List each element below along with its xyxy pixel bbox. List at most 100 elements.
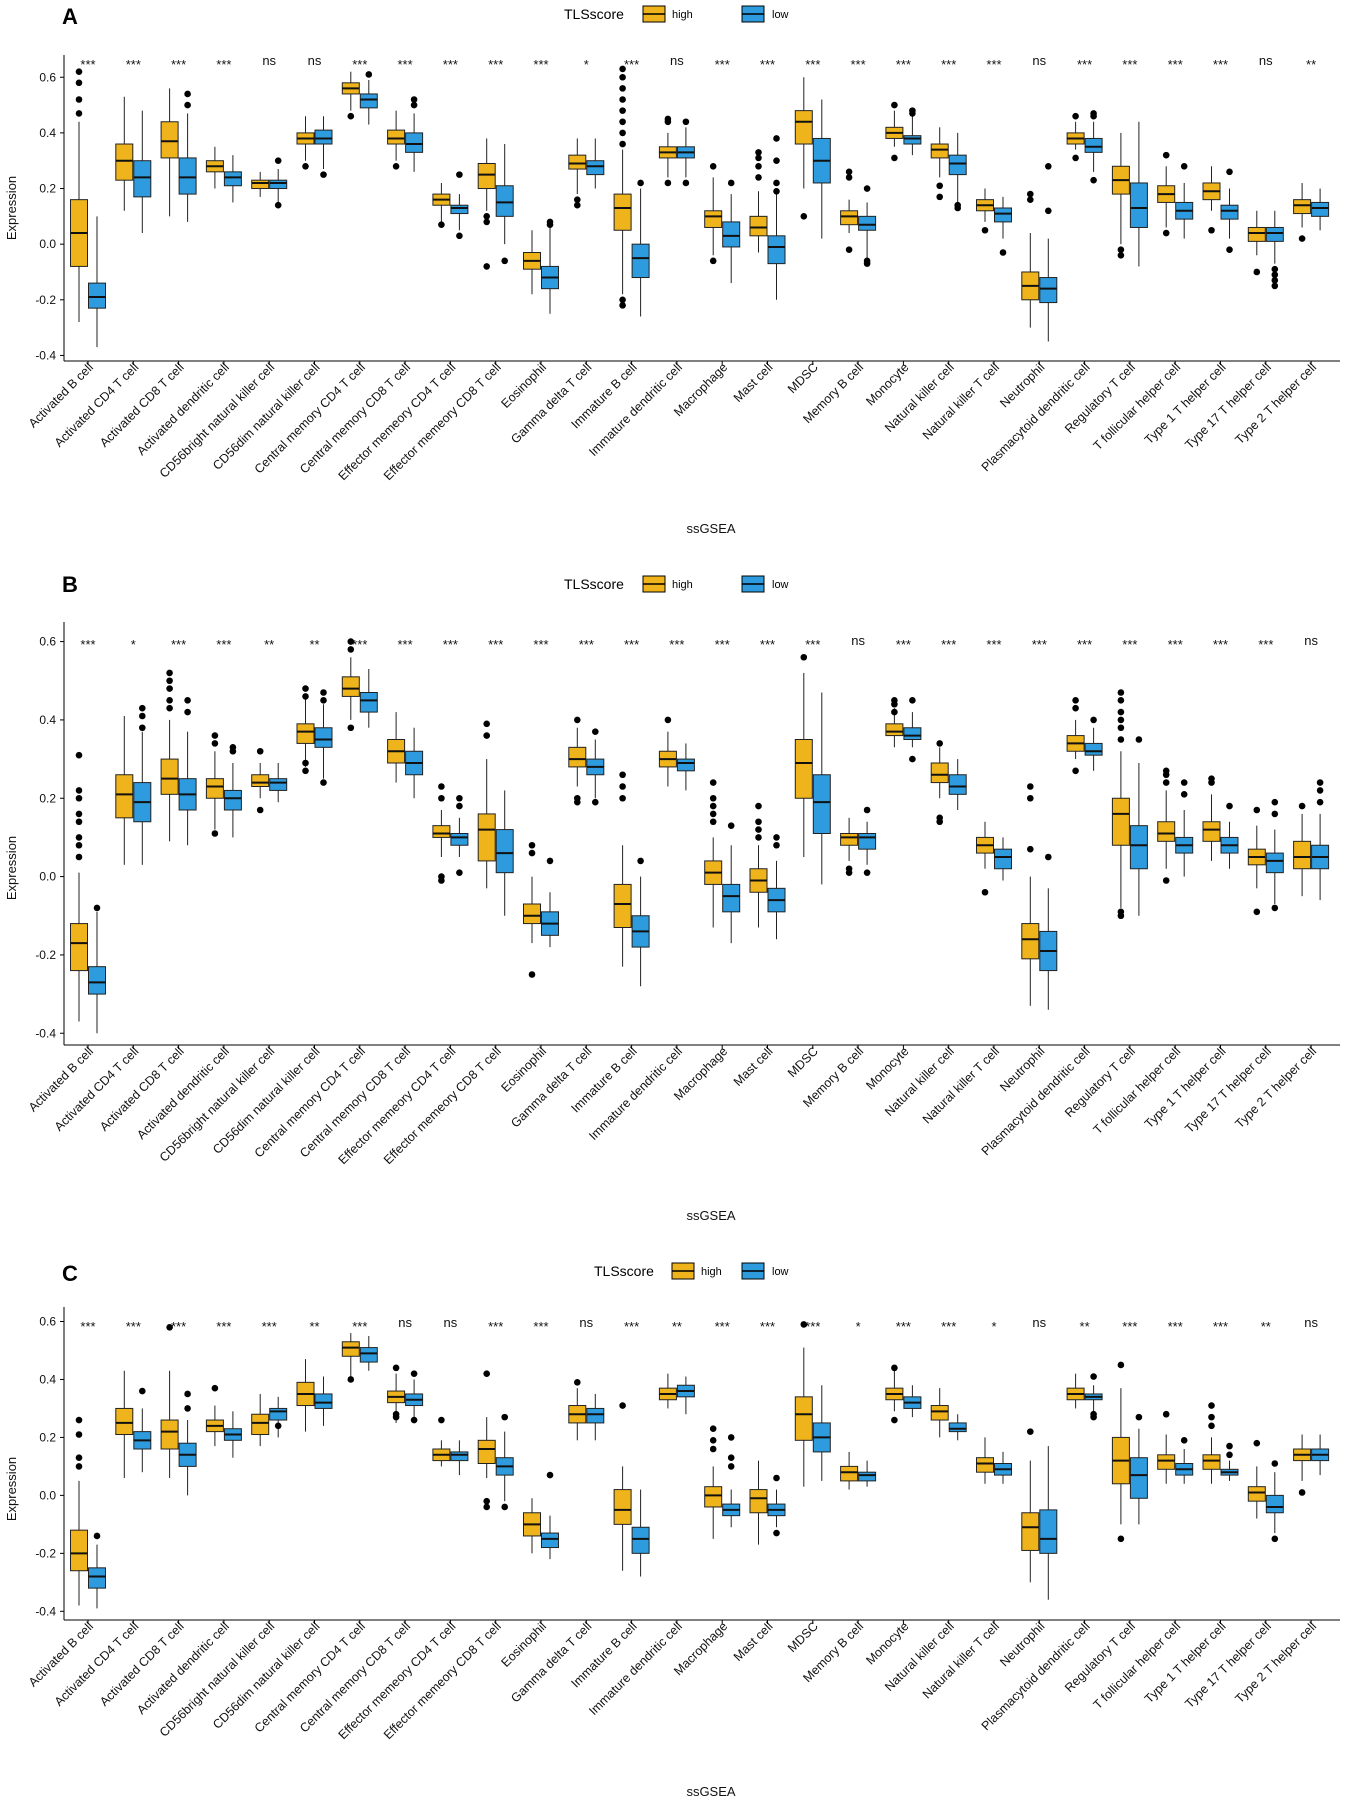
outlier-point [1298, 235, 1306, 242]
outlier-point [1271, 282, 1279, 290]
box-iqr [749, 215, 768, 237]
outlier-point [456, 869, 463, 876]
box-high [840, 168, 859, 254]
box-low [994, 1451, 1012, 1484]
outlier-point [773, 157, 780, 165]
significance-label: * [584, 57, 589, 72]
box-low [88, 216, 106, 348]
outlier-point [773, 135, 780, 142]
outlier-point [1045, 207, 1052, 215]
x-tick-label: T follicular helper cell [1091, 360, 1184, 453]
significance-label: * [856, 1319, 861, 1334]
outlier-point [773, 179, 780, 187]
outlier-point [211, 830, 219, 837]
y-tick-label: 0.4 [39, 126, 56, 140]
box-iqr [676, 758, 695, 772]
outlier-point [1271, 265, 1279, 273]
outlier-point [619, 96, 626, 103]
box-high [976, 1437, 994, 1484]
box-low [1265, 798, 1284, 912]
box-low [450, 1440, 469, 1476]
outlier-point [483, 218, 491, 226]
significance-label: *** [1168, 1319, 1183, 1334]
x-tick-label: Gamma delta T cell [508, 1044, 594, 1130]
box-low [1311, 188, 1330, 231]
legend: TLSscore high low [564, 5, 789, 23]
outlier-point [1117, 1535, 1125, 1543]
box-iqr [994, 207, 1012, 223]
significance-label: *** [624, 57, 639, 72]
box-high [885, 697, 904, 748]
outlier-point [75, 1431, 83, 1438]
outlier-point [184, 697, 191, 704]
x-axis-title: ssGSEA [686, 1208, 735, 1223]
box-low [903, 107, 922, 156]
box-high [1111, 132, 1130, 259]
box-low [858, 1460, 877, 1487]
box-high [976, 821, 994, 896]
significance-label: *** [941, 1319, 956, 1334]
box-low [1084, 1373, 1103, 1421]
outlier-point [1072, 767, 1079, 775]
box-low [1129, 1413, 1148, 1525]
outlier-point [438, 221, 445, 228]
box-low [948, 1414, 967, 1441]
outlier-point [1117, 736, 1125, 743]
significance-label: *** [896, 57, 911, 72]
x-axis-title: ssGSEA [686, 521, 735, 536]
outlier-point [256, 806, 264, 814]
legend-label-high: high [672, 579, 693, 591]
outlier-point [1162, 779, 1170, 786]
outlier-point [1180, 791, 1188, 798]
box-low [133, 110, 152, 234]
box-iqr [1311, 201, 1330, 217]
outlier-point [184, 101, 191, 109]
outlier-point [891, 1416, 898, 1424]
significance-label: *** [805, 57, 820, 72]
box-high [477, 138, 496, 270]
outlier-point [1045, 162, 1052, 170]
box-iqr [631, 243, 650, 279]
box-high [704, 162, 723, 265]
significance-label: ns [398, 1315, 412, 1330]
significance-label: *** [1122, 57, 1137, 72]
outlier-point [727, 1463, 735, 1470]
y-tick-label: 0.6 [39, 70, 56, 84]
outlier-point [456, 171, 463, 178]
box-iqr [88, 282, 106, 309]
box-iqr [251, 774, 270, 787]
box-low [812, 1385, 831, 1481]
outlier-point [139, 712, 146, 720]
y-tick-label: 0.2 [39, 182, 56, 196]
significance-label: ns [1304, 1315, 1318, 1330]
box-iqr [840, 833, 859, 846]
box-high [840, 817, 859, 876]
outlier-point [682, 179, 690, 187]
y-axis-title: Expression [4, 836, 19, 900]
outlier-point [755, 149, 762, 156]
outlier-point [845, 246, 853, 254]
box-low [1175, 1437, 1194, 1484]
outlier-point [773, 1474, 780, 1482]
y-tick-label: 0.0 [39, 870, 56, 884]
box-high [251, 747, 270, 814]
outlier-point [637, 857, 644, 865]
box-low [858, 185, 877, 267]
outlier-point [574, 716, 581, 724]
y-ticks: -0.4 -0.2 0.0 0.2 0.4 0.6 [35, 1314, 64, 1618]
outlier-point [546, 1471, 554, 1479]
significance-label: *** [805, 1319, 820, 1334]
outlier-point [1162, 1410, 1170, 1418]
outlier-point [546, 221, 554, 228]
significance-label: *** [1077, 637, 1092, 652]
outlier-point [800, 213, 808, 220]
y-tick-label: -0.4 [35, 1026, 56, 1040]
outlier-point [1072, 704, 1079, 712]
y-tick-label: 0.0 [39, 1488, 56, 1502]
outlier-point [75, 853, 83, 861]
outlier-point [347, 638, 355, 645]
box-high [432, 783, 451, 884]
outlier-point [981, 226, 989, 234]
legend-label-low: low [772, 9, 789, 21]
